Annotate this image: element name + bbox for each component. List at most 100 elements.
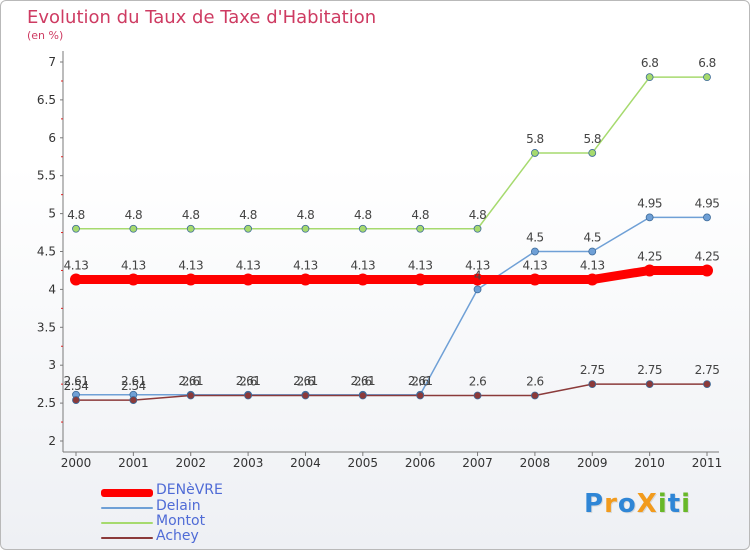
data-label: 4.13: [580, 259, 605, 273]
legend-label-montot: Montot: [156, 513, 206, 529]
data-point: [473, 224, 482, 233]
y-tick-label: 5.5: [37, 169, 56, 183]
data-point: [531, 247, 539, 256]
data-label: 2.61: [293, 374, 318, 388]
series-line-DENèVRE: [71, 265, 712, 285]
series-line-Montot: [75, 76, 708, 230]
data-label: 4.13: [293, 259, 318, 273]
data-point: [72, 396, 80, 404]
y-tick-label: 2: [48, 434, 56, 448]
data-label: 2.6: [411, 375, 429, 389]
data-label: 2.6: [182, 375, 200, 389]
legend-item-montot[interactable]: Montot: [101, 513, 301, 530]
data-label: 4.8: [469, 208, 487, 222]
data-point: [356, 273, 369, 286]
data-point: [299, 273, 312, 286]
x-tick-label: 2007: [462, 456, 493, 470]
logo-letter: o: [617, 489, 637, 519]
data-label: 4.13: [236, 259, 261, 273]
y-unit-label: (en %): [27, 29, 64, 42]
data-point: [473, 285, 482, 294]
data-label: 6.8: [698, 56, 716, 70]
data-point: [70, 273, 82, 286]
data-point: [301, 224, 310, 233]
data-point: [242, 273, 255, 286]
data-label: 4.13: [121, 259, 146, 273]
x-tick-label: 2010: [634, 456, 665, 470]
data-point: [414, 273, 427, 286]
x-tick-label: 2004: [290, 456, 321, 470]
x-tick-label: 2011: [692, 456, 723, 470]
data-point: [645, 213, 654, 222]
data-point: [703, 73, 711, 82]
data-label: 2.61: [350, 374, 375, 388]
data-label: 2.61: [178, 374, 203, 388]
data-label: 2.61: [408, 374, 433, 388]
logo-letter: i: [681, 489, 692, 519]
data-label: 4.13: [523, 259, 548, 273]
data-label: 4.25: [637, 249, 662, 263]
x-tick-label: 2001: [118, 456, 149, 470]
data-label: 2.61: [236, 374, 261, 388]
data-label: 4: [474, 268, 481, 282]
data-point: [588, 247, 597, 256]
logo-letter: t: [667, 489, 682, 519]
data-point: [416, 224, 425, 233]
legend-label-delain: Delain: [156, 498, 201, 514]
legend-swatch-denevre: [101, 489, 153, 497]
data-label: 4.5: [583, 231, 601, 245]
data-point: [588, 380, 597, 389]
data-label: 4.8: [239, 208, 257, 222]
legend-swatch-achey: [101, 537, 153, 539]
logo-letter: X: [636, 489, 658, 519]
data-label: 2.75: [695, 363, 720, 377]
data-point: [184, 273, 197, 286]
data-label: 4.13: [408, 259, 433, 273]
x-tick-label: 2003: [233, 456, 264, 470]
data-point: [127, 273, 140, 286]
data-point: [358, 391, 367, 400]
y-tick-label: 4.5: [37, 245, 56, 259]
data-label: 4.5: [526, 231, 544, 245]
data-label: 4.95: [637, 196, 662, 210]
legend-item-denevre[interactable]: DENèVRE: [101, 482, 301, 499]
legend-swatch-montot: [101, 522, 153, 524]
legend-label-achey: Achey: [156, 528, 199, 544]
data-label: 2.6: [354, 375, 372, 389]
logo-letter: i: [657, 489, 668, 519]
legend-item-delain[interactable]: Delain: [101, 498, 301, 515]
legend-label-denevre: DENèVRE: [156, 482, 223, 498]
logo-letter: P: [584, 489, 605, 519]
y-tick-label: 6: [48, 131, 56, 145]
data-label: 2.54: [64, 379, 89, 393]
legend-item-achey[interactable]: Achey: [101, 528, 301, 545]
data-label: 2.75: [580, 363, 605, 377]
data-label: 4.13: [178, 259, 203, 273]
y-tick-label: 7: [48, 55, 56, 69]
legend-swatch-delain: [101, 507, 153, 509]
data-label: 4.95: [695, 196, 720, 210]
data-point: [358, 224, 367, 233]
x-tick-label: 2002: [175, 456, 206, 470]
data-label: 2.6: [469, 375, 487, 389]
data-point: [471, 273, 484, 286]
data-label: 4.8: [125, 208, 143, 222]
data-label: 4.13: [465, 259, 490, 273]
y-tick-label: 6.5: [37, 93, 56, 107]
data-point: [645, 380, 654, 389]
data-point: [703, 380, 711, 389]
data-point: [473, 391, 482, 400]
data-label: 5.8: [583, 132, 601, 146]
data-label: 4.13: [64, 259, 89, 273]
data-point: [586, 273, 599, 286]
data-point: [244, 391, 252, 400]
data-label: 4.25: [695, 249, 720, 263]
data-point: [528, 273, 541, 286]
x-tick-label: 2000: [61, 456, 92, 470]
x-tick-label: 2008: [520, 456, 551, 470]
data-label: 2.6: [239, 375, 257, 389]
data-point: [643, 264, 656, 277]
data-point: [72, 224, 80, 233]
data-point: [588, 149, 597, 157]
